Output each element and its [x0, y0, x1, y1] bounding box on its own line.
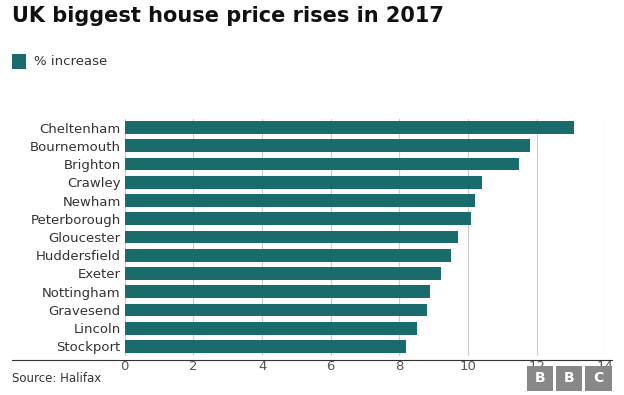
Text: % increase: % increase: [34, 55, 107, 68]
Bar: [125, 340, 406, 353]
Bar: [125, 158, 519, 171]
Text: UK biggest house price rises in 2017: UK biggest house price rises in 2017: [12, 6, 444, 26]
Bar: [125, 121, 574, 134]
Bar: [125, 231, 457, 243]
Bar: [125, 194, 475, 207]
Bar: [125, 213, 471, 225]
Bar: [125, 176, 482, 189]
Bar: [125, 322, 416, 335]
Text: B: B: [563, 371, 575, 386]
Text: Source: Halifax: Source: Halifax: [12, 372, 102, 385]
Bar: [125, 267, 441, 280]
Bar: [125, 285, 431, 298]
Text: C: C: [593, 371, 603, 386]
Bar: [125, 303, 427, 316]
Bar: [125, 249, 451, 261]
Text: B: B: [534, 371, 545, 386]
Bar: [125, 139, 530, 152]
